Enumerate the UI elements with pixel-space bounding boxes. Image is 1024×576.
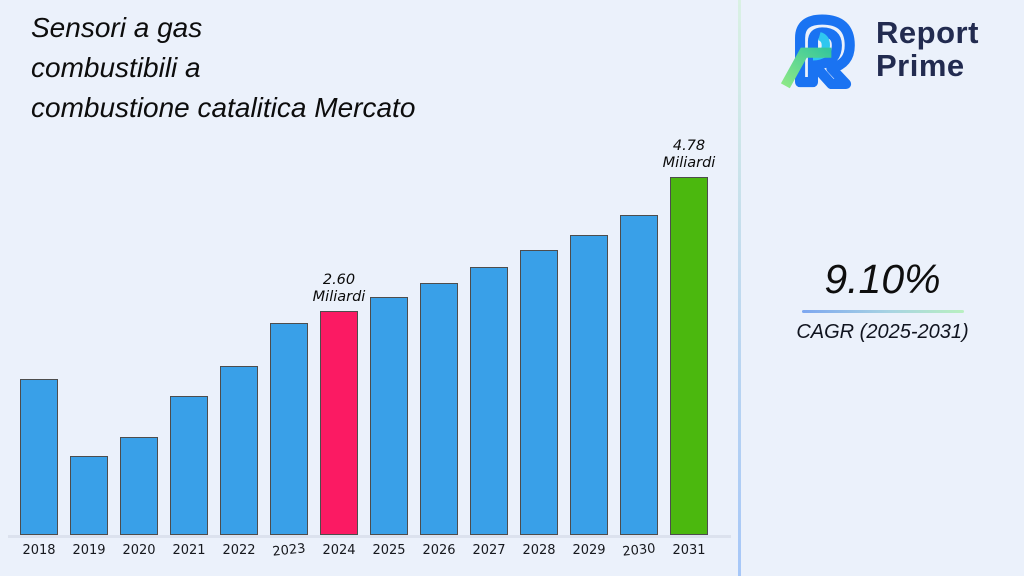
report-prime-logo-text: Report Prime (876, 16, 979, 82)
logo-text-prime: Prime (876, 48, 965, 83)
cagr-value: 9.10% (824, 256, 941, 302)
chart-title-line-2: combustibili a (31, 52, 201, 83)
bar-2024 (320, 311, 358, 535)
value-label-2024: 2.60 Miliardi (291, 272, 387, 305)
value-label-line: Miliardi (312, 288, 366, 305)
x-tick-2021: 2021 (172, 543, 206, 558)
bar-2022 (220, 366, 258, 535)
x-tick-2023: 2023 (271, 541, 307, 560)
value-label-line: Miliardi (662, 154, 716, 171)
x-tick-2019: 2019 (72, 543, 106, 558)
bar-2023 (270, 323, 308, 535)
logo-green-stroke (780, 47, 832, 89)
bar-2019 (70, 456, 108, 535)
bar-2018 (20, 379, 58, 535)
x-axis-line (8, 535, 731, 538)
bar-2025 (370, 297, 408, 535)
report-prime-logo: Report Prime (778, 8, 979, 90)
bar-2020 (120, 437, 158, 535)
x-tick-2031: 2031 (672, 543, 706, 558)
x-tick-2024: 2024 (322, 543, 356, 558)
x-tick-2025: 2025 (372, 543, 406, 558)
bar-2031 (670, 177, 708, 535)
logo-blue-stroke (795, 14, 855, 90)
divider-line (738, 0, 741, 576)
x-tick-2028: 2028 (522, 543, 556, 558)
x-tick-2020: 2020 (122, 543, 156, 558)
bar-2030 (620, 215, 658, 535)
x-tick-2022: 2022 (222, 543, 256, 558)
x-tick-2018: 2018 (22, 543, 56, 558)
value-label-line: 4.78 (672, 138, 706, 154)
chart-title-line-1: Sensori a gas (31, 12, 203, 43)
bar-2029 (570, 235, 608, 535)
bar-2028 (520, 250, 558, 535)
bar-chart: 2018 2019 2020 2021 2022 2023 2024 2.60 Miliardi… (8, 138, 737, 560)
cagr-label: CAGR (2025-2031) (796, 321, 969, 343)
cagr-underline (801, 310, 964, 313)
bar-2026 (420, 283, 458, 535)
report-prime-logo-icon (780, 14, 855, 90)
value-label-2031: 4.78 Miliardi (641, 138, 737, 171)
x-tick-2027: 2027 (472, 543, 506, 558)
x-tick-2026: 2026 (422, 543, 456, 558)
x-tick-2030: 2030 (621, 541, 657, 560)
chart-title-line-3: combustione catalitica Mercato (31, 92, 416, 123)
cagr-block: 9.10% CAGR (2025-2031) (741, 256, 1024, 344)
x-tick-2029: 2029 (572, 543, 606, 558)
logo-text-report: Report (876, 15, 979, 50)
chart-title: Sensori a gas combustibili a combustione… (31, 8, 591, 128)
bar-2027 (470, 267, 508, 535)
value-label-line: 2.60 (322, 272, 356, 288)
bar-2021 (170, 396, 208, 535)
